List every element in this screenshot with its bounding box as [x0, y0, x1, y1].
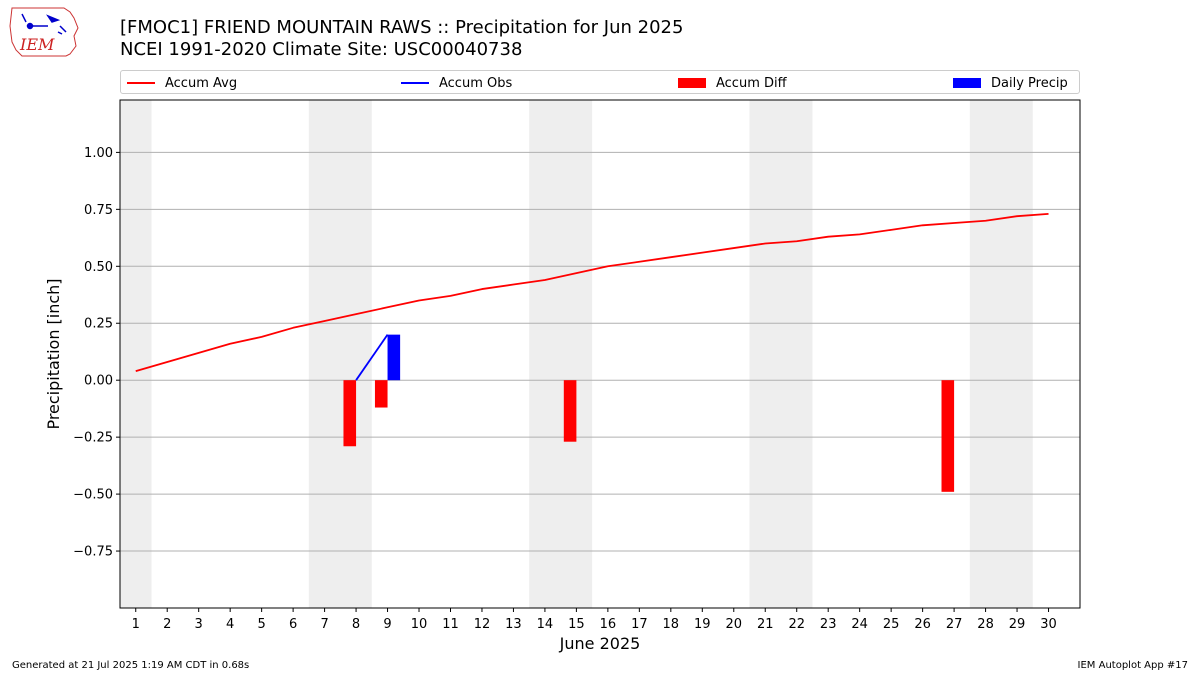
plot-frame — [119, 99, 1081, 609]
x-tick-label: 5 — [257, 617, 265, 632]
legend-label: Accum Diff — [716, 75, 787, 91]
chart-title: [FMOC1] FRIEND MOUNTAIN RAWS :: Precipit… — [120, 17, 684, 38]
iem-logo: IEM — [9, 7, 79, 57]
x-tick-label: 20 — [725, 617, 742, 632]
legend-swatch-daily-precip — [953, 78, 981, 88]
x-tick-label: 26 — [914, 617, 931, 632]
weekend-shade — [969, 100, 1033, 608]
legend-item-accum-avg: Accum Avg — [127, 73, 237, 93]
y-tick-label: 0.00 — [84, 374, 113, 389]
logo-text: IEM — [19, 35, 55, 54]
weekend-shade — [120, 100, 152, 608]
legend-item-accum-diff: Accum Diff — [678, 73, 787, 93]
weekend-shade — [749, 100, 813, 608]
x-tick-label: 24 — [851, 617, 868, 632]
x-tick-label: 30 — [1040, 617, 1057, 632]
y-tick-label: −0.75 — [73, 545, 113, 560]
y-tick-label: 0.25 — [84, 317, 113, 332]
legend-item-daily-precip: Daily Precip — [953, 73, 1068, 93]
accum-diff-bar — [941, 380, 955, 492]
legend-swatch-accum-diff — [678, 78, 706, 88]
accum-diff-bar — [343, 380, 357, 447]
x-tick-label: 10 — [411, 617, 428, 632]
x-tick-label: 6 — [289, 617, 297, 632]
accum-diff-bar — [374, 380, 388, 408]
x-tick-label: 13 — [505, 617, 522, 632]
x-tick-label: 3 — [195, 617, 203, 632]
accum-obs-line — [355, 334, 389, 381]
x-tick-label: 27 — [946, 617, 963, 632]
x-tick-label: 11 — [442, 617, 459, 632]
x-tick-label: 8 — [352, 617, 360, 632]
legend-label: Accum Obs — [439, 75, 513, 91]
weekend-shade — [529, 100, 593, 608]
x-tick-label: 4 — [226, 617, 234, 632]
x-tick-label: 22 — [788, 617, 805, 632]
legend-label: Daily Precip — [991, 75, 1068, 91]
x-tick-label: 23 — [820, 617, 837, 632]
y-tick-label: −0.50 — [73, 488, 113, 503]
x-tick-label: 16 — [600, 617, 617, 632]
legend-swatch-accum-avg — [127, 82, 155, 84]
x-tick-label: 18 — [663, 617, 680, 632]
y-tick-label: 0.50 — [84, 260, 113, 275]
x-tick-label: 29 — [1009, 617, 1026, 632]
daily-precip-bar — [387, 334, 401, 381]
legend-item-accum-obs: Accum Obs — [401, 73, 512, 93]
x-tick-label: 1 — [132, 617, 140, 632]
legend: Accum Avg Accum Obs Accum Diff Daily Pre… — [120, 70, 1080, 94]
x-axis-label: June 2025 — [559, 634, 641, 653]
x-tick-label: 12 — [474, 617, 491, 632]
x-tick-label: 17 — [631, 617, 648, 632]
y-tick-label: 1.00 — [84, 146, 113, 161]
chart-subtitle: NCEI 1991-2020 Climate Site: USC00040738 — [120, 39, 523, 60]
legend-swatch-accum-obs — [401, 82, 429, 84]
generated-timestamp: Generated at 21 Jul 2025 1:19 AM CDT in … — [12, 660, 250, 671]
x-tick-label: 2 — [163, 617, 171, 632]
accum-diff-bar — [563, 380, 577, 442]
app-credit: IEM Autoplot App #17 — [1077, 660, 1188, 671]
x-tick-label: 7 — [320, 617, 328, 632]
y-axis-label: Precipitation [inch] — [44, 278, 63, 429]
x-tick-label: 9 — [383, 617, 391, 632]
x-tick-label: 19 — [694, 617, 711, 632]
legend-label: Accum Avg — [165, 75, 238, 91]
x-tick-label: 28 — [977, 617, 994, 632]
x-tick-label: 21 — [757, 617, 774, 632]
accum-avg-line — [135, 213, 1049, 372]
x-tick-label: 25 — [883, 617, 900, 632]
y-tick-label: 0.75 — [84, 203, 113, 218]
y-tick-label: −0.25 — [73, 431, 113, 446]
x-tick-label: 15 — [568, 617, 585, 632]
weekend-shade — [308, 100, 372, 608]
x-tick-label: 14 — [537, 617, 554, 632]
